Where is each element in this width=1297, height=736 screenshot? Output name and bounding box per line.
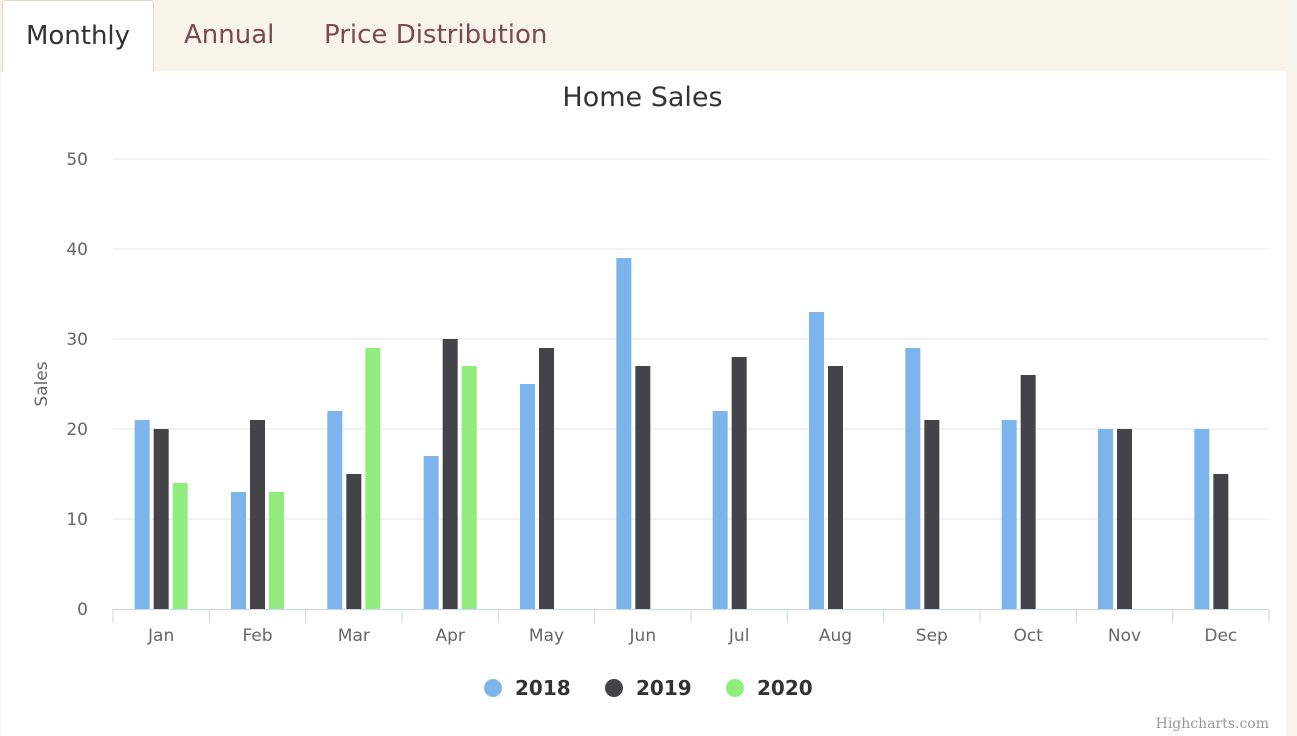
bar-2019-jan [153, 429, 169, 609]
bar-2019-dec [1213, 474, 1229, 609]
x-tick-label: May [529, 626, 564, 646]
y-axis-title: Sales [32, 361, 52, 406]
bar-2020-mar [365, 348, 381, 609]
bar-2018-jun [616, 258, 632, 609]
tab-annual[interactable]: Annual [184, 20, 275, 50]
bar-2019-nov [1117, 429, 1132, 609]
tab-monthly[interactable]: Monthly [2, 0, 154, 72]
bar-2019-mar [346, 474, 362, 609]
x-tick-label: Nov [1108, 626, 1141, 646]
y-tick-label: 20 [66, 420, 88, 440]
bar-2020-jan [172, 483, 188, 609]
x-tick-label: Jun [629, 626, 657, 646]
bar-2019-feb [250, 420, 265, 609]
bar-2019-sep [924, 420, 940, 609]
bar-2018-apr [423, 456, 439, 609]
bar-2018-mar [327, 411, 343, 609]
x-tick-label: Feb [242, 626, 272, 646]
bar-2020-apr [461, 366, 477, 609]
bar-2018-sep [905, 348, 921, 609]
legend-marker-2019 [605, 679, 623, 697]
y-tick-label: 30 [66, 330, 88, 350]
bar-2018-feb [231, 492, 246, 609]
bar-2019-oct [1020, 375, 1036, 609]
bar-2019-jun [635, 366, 651, 609]
x-tick-label: Oct [1013, 626, 1043, 646]
legend-marker-2018 [484, 679, 502, 697]
x-tick-label: Mar [338, 626, 370, 646]
bar-2020-feb [269, 492, 284, 609]
y-tick-label: 10 [66, 510, 88, 530]
y-tick-label: 50 [66, 150, 88, 170]
legend-label-2018[interactable]: 2018 [515, 676, 571, 700]
bar-2018-oct [1001, 420, 1017, 609]
x-tick-label: Jul [728, 626, 750, 646]
bar-2018-aug [809, 312, 824, 609]
x-tick-label: Sep [916, 626, 948, 646]
bar-2019-jul [731, 357, 747, 609]
highcharts-credits[interactable]: Highcharts.com [1155, 716, 1269, 732]
x-tick-label: Apr [435, 626, 464, 646]
x-tick-label: Jan [147, 626, 174, 646]
x-tick-label: Dec [1204, 626, 1237, 646]
y-tick-label: 40 [66, 240, 88, 260]
tab-price-distribution[interactable]: Price Distribution [324, 20, 548, 50]
bar-2018-may [520, 384, 535, 609]
x-tick-label: Aug [819, 626, 852, 646]
bar-2018-dec [1194, 429, 1210, 609]
chart-title: Home Sales [562, 82, 723, 113]
bar-2019-apr [442, 339, 458, 609]
tab-bar: Monthly Annual Price Distribution [0, 0, 1286, 72]
y-tick-label: 0 [77, 600, 88, 620]
bar-2018-nov [1098, 429, 1113, 609]
bar-2019-may [539, 348, 554, 609]
legend-marker-2020 [726, 679, 744, 697]
bar-2018-jan [134, 420, 150, 609]
legend-label-2020[interactable]: 2020 [757, 676, 813, 700]
bar-2019-aug [828, 366, 843, 609]
bar-2018-jul [712, 411, 728, 609]
legend-label-2019[interactable]: 2019 [636, 676, 692, 700]
